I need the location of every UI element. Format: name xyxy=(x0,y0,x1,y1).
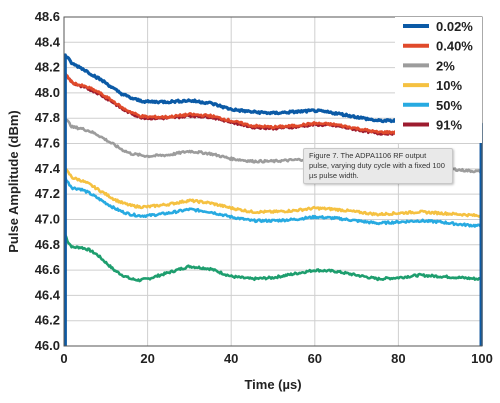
y-tick-label: 46.8 xyxy=(35,237,60,252)
y-axis-title: Pulse Amplitude (dBm) xyxy=(6,110,21,253)
y-tick-label: 47.0 xyxy=(35,211,60,226)
legend-label: 0.02% xyxy=(436,19,473,34)
legend-label: 10% xyxy=(436,78,462,93)
series-line-10pct xyxy=(63,167,483,346)
legend-label: 91% xyxy=(436,118,462,133)
x-axis-title: Time (µs) xyxy=(244,377,301,392)
x-tick-label: 60 xyxy=(308,351,322,366)
y-tick-label: 47.4 xyxy=(35,161,61,176)
x-tick-label: 100 xyxy=(471,351,493,366)
y-tick-label: 48.4 xyxy=(35,34,61,49)
legend-background xyxy=(395,17,482,143)
y-tick-label: 46.0 xyxy=(35,338,60,353)
y-tick-label: 47.6 xyxy=(35,136,60,151)
figure-annotation: Figure 7. The ADPA1106 RF output pulse, … xyxy=(303,148,453,184)
y-tick-label: 46.4 xyxy=(35,287,61,302)
plot-frame xyxy=(63,16,483,347)
x-tick-label: 40 xyxy=(224,351,238,366)
x-tick-label: 80 xyxy=(391,351,405,366)
y-tick-label: 47.8 xyxy=(35,110,60,125)
x-tick-label: 20 xyxy=(140,351,154,366)
series-line-50pct xyxy=(63,175,483,346)
y-tick-label: 48.2 xyxy=(35,60,60,75)
legend-label: 50% xyxy=(436,98,462,113)
y-tick-label: 48.0 xyxy=(35,85,60,100)
x-tick-labels: 0 20 40 60 80 100 xyxy=(60,351,492,366)
series-line-unlabeled xyxy=(63,233,483,346)
legend-label: 2% xyxy=(436,58,455,73)
y-tick-label: 46.6 xyxy=(35,262,60,277)
y-tick-label: 48.6 xyxy=(35,9,60,24)
y-tick-labels: 46.0 46.2 46.4 46.6 46.8 47.0 47.2 47.4 47.6 47.8… xyxy=(35,9,61,353)
y-tick-label: 47.2 xyxy=(35,186,60,201)
x-tick-label: 0 xyxy=(60,351,67,366)
legend: 0.02% 0.40% 2% 10% 50% 91% xyxy=(395,17,482,143)
legend-label: 0.40% xyxy=(436,39,473,54)
y-tick-label: 46.2 xyxy=(35,313,60,328)
